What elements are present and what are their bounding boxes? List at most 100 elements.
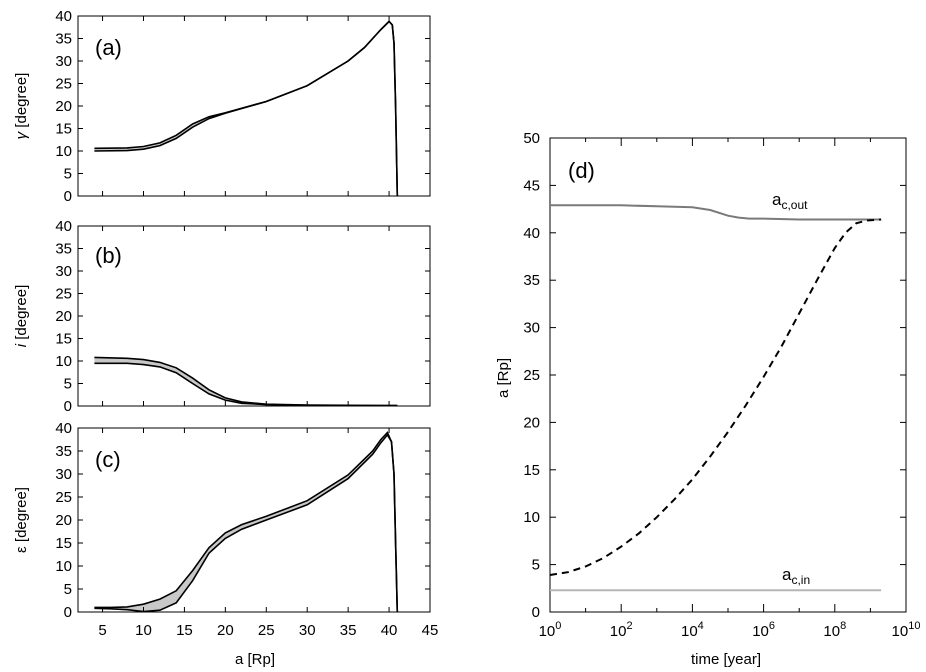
panel-a-series-lower bbox=[94, 20, 399, 197]
panel-d-ytick-label: 0 bbox=[532, 604, 540, 621]
panel-a-band bbox=[94, 21, 398, 197]
panel-c-ytick-label: 30 bbox=[55, 466, 72, 483]
panel-b: 0 5 10 15 20 25 30 35 40 (b) i [degree] bbox=[13, 218, 431, 415]
panel-c-xlabel: a [Rp] bbox=[235, 651, 275, 668]
panel-c-xtick-label: 20 bbox=[217, 622, 234, 639]
panel-d-ytick-label: 50 bbox=[523, 130, 540, 147]
panel-c-ylabel: ε [degree] bbox=[13, 487, 30, 553]
panel-c-yticks: 0 5 10 15 20 25 30 35 40 bbox=[55, 420, 430, 621]
panel-d-xtick-label: 106 bbox=[752, 620, 775, 640]
panel-c-ytick-label: 5 bbox=[64, 581, 72, 598]
panel-a: 0 5 10 15 20 25 30 35 40 (a) γ [degree] bbox=[13, 8, 431, 205]
panel-d-frame bbox=[549, 137, 907, 613]
panel-a-ytick-label: 35 bbox=[55, 31, 72, 48]
panel-c-ytick-label: 0 bbox=[64, 604, 72, 621]
panel-b-frame bbox=[77, 225, 431, 407]
panel-a-ytick-label: 0 bbox=[64, 188, 72, 205]
panel-b-ylabel-unit: [degree] bbox=[13, 285, 30, 340]
panel-a-ytick-label: 15 bbox=[55, 121, 72, 138]
panel-d-label: (d) bbox=[568, 158, 595, 183]
panel-b-ytick-label: 40 bbox=[55, 218, 72, 235]
panel-d: 0 5 10 15 20 25 30 35 40 45 50 100 102 104 106 108 1010… bbox=[495, 130, 920, 668]
panel-d-series-ac-out bbox=[550, 204, 882, 221]
panel-d-series bbox=[549, 204, 882, 592]
panel-b-xticks bbox=[102, 226, 431, 406]
panel-c-series-upper bbox=[94, 431, 399, 613]
panel-c-ylabel-symbol: ε bbox=[13, 546, 30, 553]
panel-c-band bbox=[94, 432, 398, 612]
panel-b-ytick-label: 15 bbox=[55, 331, 72, 348]
panel-b-ytick-label: 30 bbox=[55, 263, 72, 280]
panel-a-ylabel: γ [degree] bbox=[13, 73, 30, 140]
panel-c-xtick-label: 25 bbox=[258, 622, 275, 639]
panel-a-frame bbox=[77, 15, 431, 197]
panel-d-ytick-label: 45 bbox=[523, 177, 540, 194]
panel-d-ytick-label: 35 bbox=[523, 272, 540, 289]
annotation-ac-out-sub: c,out bbox=[781, 198, 808, 212]
panel-d-ytick-label: 25 bbox=[523, 367, 540, 384]
panel-b-ytick-label: 5 bbox=[64, 376, 72, 393]
panel-c-series-lower bbox=[94, 433, 399, 613]
panel-c-ytick-label: 40 bbox=[55, 420, 72, 437]
panel-c-ytick-label: 15 bbox=[55, 535, 72, 552]
panel-d-ytick-label: 30 bbox=[523, 320, 540, 337]
panel-a-yticks: 0 5 10 15 20 25 30 35 40 bbox=[55, 8, 430, 205]
panel-b-ytick-label: 0 bbox=[64, 398, 72, 415]
panel-c-label: (c) bbox=[95, 447, 121, 472]
panel-a-ytick-label: 30 bbox=[55, 53, 72, 70]
panel-c-xtick-label: 10 bbox=[135, 622, 152, 639]
panel-d-ytick-label: 15 bbox=[523, 462, 540, 479]
panel-b-series bbox=[94, 356, 398, 407]
panel-a-ylabel-unit: [degree] bbox=[13, 73, 30, 128]
panel-c-xtick-label: 15 bbox=[176, 622, 193, 639]
annotation-ac-out-main: a bbox=[772, 190, 782, 209]
panel-c-xticks: 5 10 15 20 25 30 35 40 45 bbox=[98, 428, 438, 639]
panel-b-ylabel-symbol: i bbox=[13, 343, 30, 347]
panel-a-ylabel-symbol: γ bbox=[13, 130, 30, 139]
panel-b-band bbox=[94, 357, 398, 406]
panel-c-xtick-label: 40 bbox=[381, 622, 398, 639]
panel-c-xtick-label: 35 bbox=[340, 622, 357, 639]
panel-b-ytick-label: 35 bbox=[55, 241, 72, 258]
panel-c: 0 5 10 15 20 25 30 35 40 5 10 15 20 25 30 35 40 45 (c) ε… bbox=[13, 420, 438, 668]
panel-c-xtick-label: 45 bbox=[422, 622, 439, 639]
panel-d-yticks: 0 5 10 15 20 25 30 35 40 45 50 bbox=[523, 130, 906, 621]
panel-b-yticks: 0 5 10 15 20 25 30 35 40 bbox=[55, 218, 430, 415]
panel-c-ytick-label: 10 bbox=[55, 558, 72, 575]
panel-a-ytick-label: 25 bbox=[55, 76, 72, 93]
panel-c-xtick-label: 30 bbox=[299, 622, 316, 639]
panel-d-xticks: 100 102 104 106 108 1010 bbox=[539, 138, 921, 640]
panel-d-ytick-label: 40 bbox=[523, 225, 540, 242]
annotation-ac-in-main: a bbox=[782, 565, 792, 584]
panel-d-ytick-label: 20 bbox=[523, 414, 540, 431]
panel-c-ytick-label: 25 bbox=[55, 489, 72, 506]
panel-d-series-accreting-moon bbox=[549, 218, 882, 576]
panel-b-series-lower bbox=[94, 362, 398, 407]
panel-a-label: (a) bbox=[95, 35, 122, 60]
panel-a-ytick-label: 5 bbox=[64, 166, 72, 183]
panel-d-xlabel: time [year] bbox=[691, 651, 761, 668]
panel-a-ytick-label: 40 bbox=[55, 8, 72, 25]
panel-a-ytick-label: 20 bbox=[55, 98, 72, 115]
panel-b-ytick-label: 25 bbox=[55, 286, 72, 303]
panel-c-series bbox=[94, 431, 399, 613]
panel-d-xtick-label: 100 bbox=[539, 620, 562, 640]
panel-d-xtick-label: 1010 bbox=[892, 620, 921, 640]
panel-d-xtick-label: 102 bbox=[610, 620, 633, 640]
panel-b-ytick-label: 10 bbox=[55, 353, 72, 370]
annotation-ac-in-sub: c,in bbox=[791, 573, 810, 587]
panel-b-ylabel: i [degree] bbox=[13, 285, 30, 348]
panel-b-ytick-label: 20 bbox=[55, 308, 72, 325]
panel-d-ytick-label: 5 bbox=[532, 557, 540, 574]
annotation-ac-in: ac,in bbox=[782, 565, 810, 587]
panel-d-xtick-label: 104 bbox=[681, 620, 704, 640]
panel-c-ylabel-unit: [degree] bbox=[13, 487, 30, 542]
panel-a-ytick-label: 10 bbox=[55, 143, 72, 160]
panel-a-series bbox=[94, 20, 399, 197]
panel-a-series-upper bbox=[94, 20, 399, 197]
panel-c-xtick-label: 5 bbox=[98, 622, 106, 639]
annotation-ac-out: ac,out bbox=[772, 190, 808, 212]
panel-a-xticks bbox=[102, 16, 431, 196]
panel-b-label: (b) bbox=[95, 243, 122, 268]
